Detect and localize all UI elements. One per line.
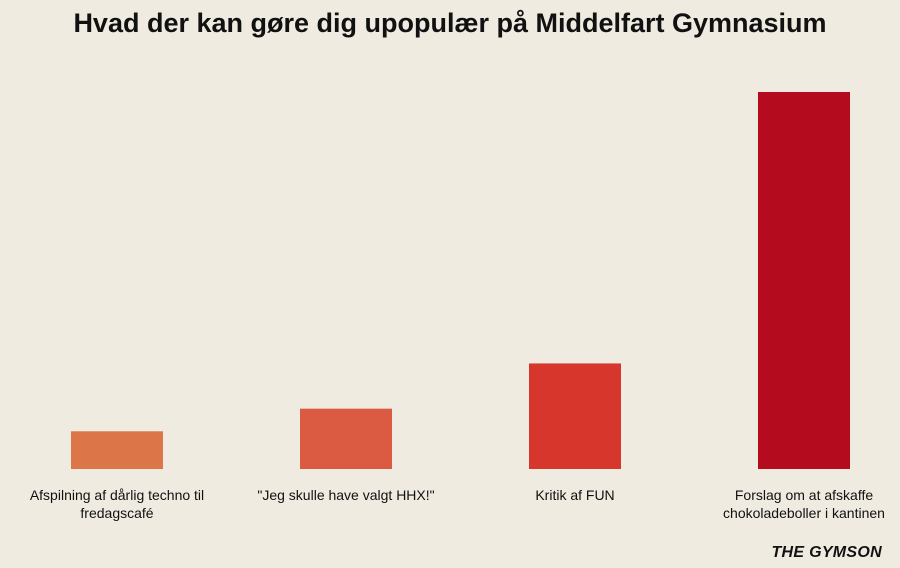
category-label-4: Forslag om at afskaffe chokoladeboller i…	[723, 487, 885, 521]
bar-1	[71, 431, 163, 469]
bar-4	[758, 92, 850, 469]
category-label-1: Afspilning af dårlig techno til fredagsc…	[29, 487, 205, 521]
source-credit: THE GYMSON	[771, 544, 882, 561]
category-label-2: "Jeg skulle have valgt HHX!"	[257, 487, 435, 503]
chart-title: Hvad der kan gøre dig upopulær på Middel…	[73, 8, 827, 38]
category-label-3: Kritik af FUN	[535, 487, 615, 503]
bar-3	[529, 363, 621, 469]
bar-2	[300, 408, 392, 469]
